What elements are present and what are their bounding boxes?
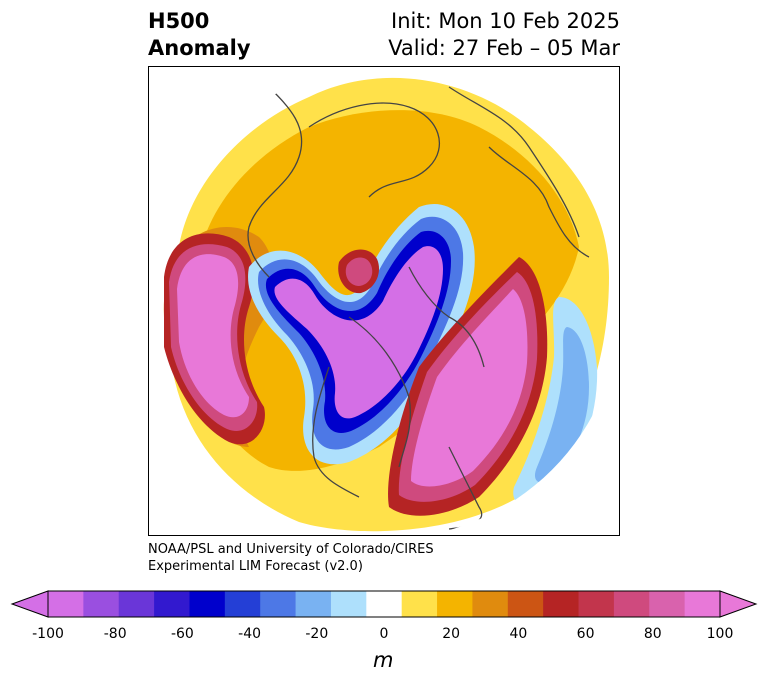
credits-line1: NOAA/PSL and University of Colorado/CIRE… [148,542,434,557]
credits: NOAA/PSL and University of Colorado/CIRE… [148,541,434,575]
atlantic-positive-core [411,289,528,487]
title-type: Anomaly [148,36,251,60]
colorbar-tick-label: -40 [238,626,262,642]
colorbar-tick-label: 80 [643,626,662,642]
colorbar-swatch [472,591,509,617]
colorbar-tick-label: 60 [576,626,595,642]
title-variable: H500 [148,9,210,33]
colorbar-swatch [154,591,190,617]
colorbar-swatch [224,591,261,617]
plot-title-left: H500 Anomaly [148,8,251,62]
credits-line2: Experimental LIM Forecast (v2.0) [148,559,363,574]
colorbar-swatch [649,591,686,617]
negative-core-purple [274,246,443,419]
colorbar-swatch [543,591,580,617]
north-positive-small-core [345,257,373,286]
colorbar-tick-label: -100 [32,626,64,642]
colorbar-swatch [684,591,721,617]
colorbar-over-arrow [719,590,758,618]
colorbar-swatch [83,591,120,617]
colorbar-swatch [48,591,84,617]
plot-title-right: Init: Mon 10 Feb 2025 Valid: 27 Feb – 05… [388,8,620,62]
anomaly-map [149,67,619,535]
colorbar-swatch [295,591,332,617]
colorbar-under-arrow [10,590,49,618]
colorbar-swatch [507,591,544,617]
colorbar-tick-label: -80 [103,626,127,642]
colorbar-tick-label: -60 [170,626,194,642]
valid-range: Valid: 27 Feb – 05 Mar [388,36,620,60]
colorbar-swatch [189,591,226,617]
colorbar-swatch [260,591,297,617]
colorbar-swatch [330,591,367,617]
map-panel [148,66,620,536]
colorbar-unit: m [373,648,394,672]
colorbar-swatch [437,591,473,617]
colorbar-tick-labels: -100 -80 -60 -40 -20 0 20 40 60 80 100 [0,626,768,646]
colorbar-tick-label: 20 [442,626,461,642]
colorbar-swatch [613,591,650,617]
colorbar-border [47,590,721,618]
colorbar-swatch [578,591,615,617]
colorbar-tick-label: 0 [379,626,389,642]
colorbar-swatch [366,591,403,617]
pacific-positive-core [177,254,249,418]
colorbar-tick-label: -20 [305,626,329,642]
colorbar-swatch [118,591,155,617]
colorbar-swatch [401,591,438,617]
colorbar-tick-label: 100 [706,626,734,642]
coastlines [247,86,590,530]
colorbar-tick-label: 40 [509,626,528,642]
colorbar [10,590,758,618]
init-date: Init: Mon 10 Feb 2025 [391,9,620,33]
